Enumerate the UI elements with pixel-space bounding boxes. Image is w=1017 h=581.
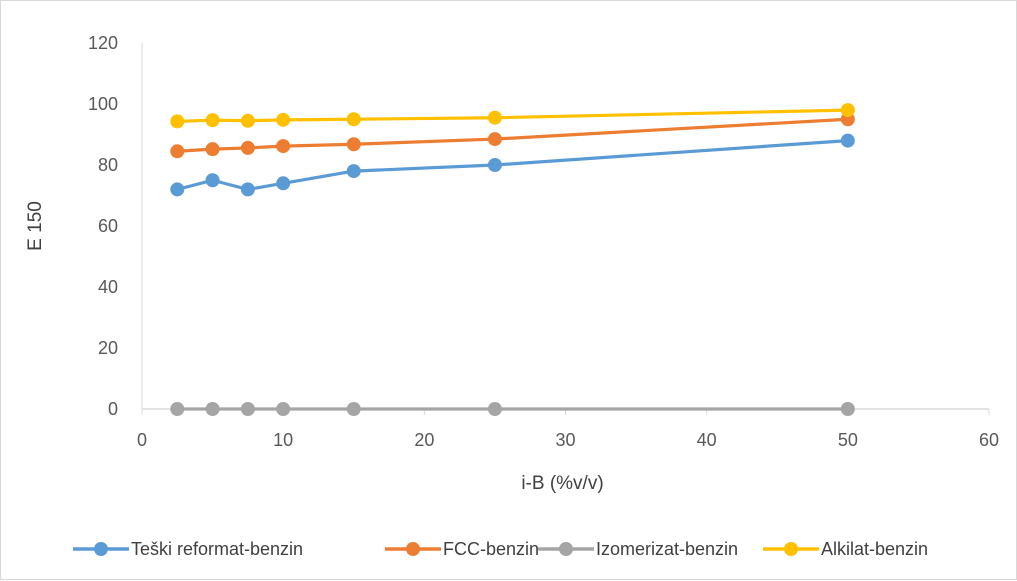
data-point: [840, 133, 855, 148]
data-point: [240, 182, 255, 197]
legend-item: Teški reformat-benzin: [73, 539, 303, 559]
data-point: [170, 144, 185, 159]
data-point: [487, 132, 502, 147]
data-point: [346, 137, 361, 152]
data-point: [276, 139, 291, 154]
legend-label: Alkilat-benzin: [821, 539, 928, 559]
x-axis-title: i-B (%v/v): [521, 473, 603, 494]
legend-item: Izomerizat-benzin: [538, 539, 738, 559]
x-tick-label: 50: [838, 430, 858, 450]
legend-swatch-marker: [784, 542, 798, 556]
data-point: [170, 114, 185, 129]
x-tick-labels: 0 10 20 30 40 50 60: [137, 409, 999, 450]
y-axis-title: E 150: [25, 201, 46, 251]
legend-swatch-marker: [94, 542, 108, 556]
data-point: [276, 176, 291, 191]
legend-label: FCC-benzin: [443, 539, 539, 559]
x-tick-label: 30: [555, 430, 575, 450]
data-point: [346, 402, 361, 416]
x-tick-label: 10: [273, 430, 293, 450]
data-point: [487, 158, 502, 172]
data-point: [170, 182, 185, 197]
data-point: [205, 113, 220, 128]
data-point: [240, 140, 255, 155]
legend-swatch-marker: [406, 542, 420, 556]
legend-label: Izomerizat-benzin: [596, 539, 738, 559]
y-tick-labels: 0 20 40 60 80 100 120: [88, 33, 118, 419]
data-point: [240, 113, 255, 128]
y-tick-label: 60: [98, 216, 118, 236]
data-point: [840, 402, 855, 416]
x-tick-label: 60: [979, 430, 999, 450]
x-tick-label: 0: [137, 430, 147, 450]
data-point: [240, 402, 255, 416]
series-layer: [170, 103, 855, 416]
series-0: [170, 133, 855, 197]
y-tick-label: 120: [88, 33, 118, 53]
data-point: [170, 402, 185, 416]
series-2: [170, 402, 855, 416]
legend-label: Teški reformat-benzin: [131, 539, 303, 559]
data-point: [487, 110, 502, 125]
data-point: [205, 142, 220, 157]
data-point: [276, 402, 291, 416]
series-3: [170, 103, 855, 129]
data-point: [840, 103, 855, 118]
data-point: [276, 112, 291, 127]
data-point: [346, 164, 361, 179]
x-tick-label: 40: [697, 430, 717, 450]
legend-item: Alkilat-benzin: [763, 539, 928, 559]
y-tick-label: 20: [98, 338, 118, 358]
data-point: [205, 402, 220, 416]
data-point: [346, 112, 361, 127]
data-point: [487, 402, 502, 416]
axes: [141, 43, 989, 410]
data-point: [205, 173, 220, 188]
y-tick-label: 100: [88, 94, 118, 114]
legend-item: FCC-benzin: [385, 539, 539, 559]
y-tick-label: 40: [98, 277, 118, 297]
y-tick-label: 80: [98, 155, 118, 175]
x-tick-label: 20: [414, 430, 434, 450]
y-tick-label: 0: [108, 399, 118, 419]
legend: Teški reformat-benzin FCC-benzin Izomeriza…: [73, 539, 928, 559]
legend-swatch-marker: [559, 542, 573, 556]
